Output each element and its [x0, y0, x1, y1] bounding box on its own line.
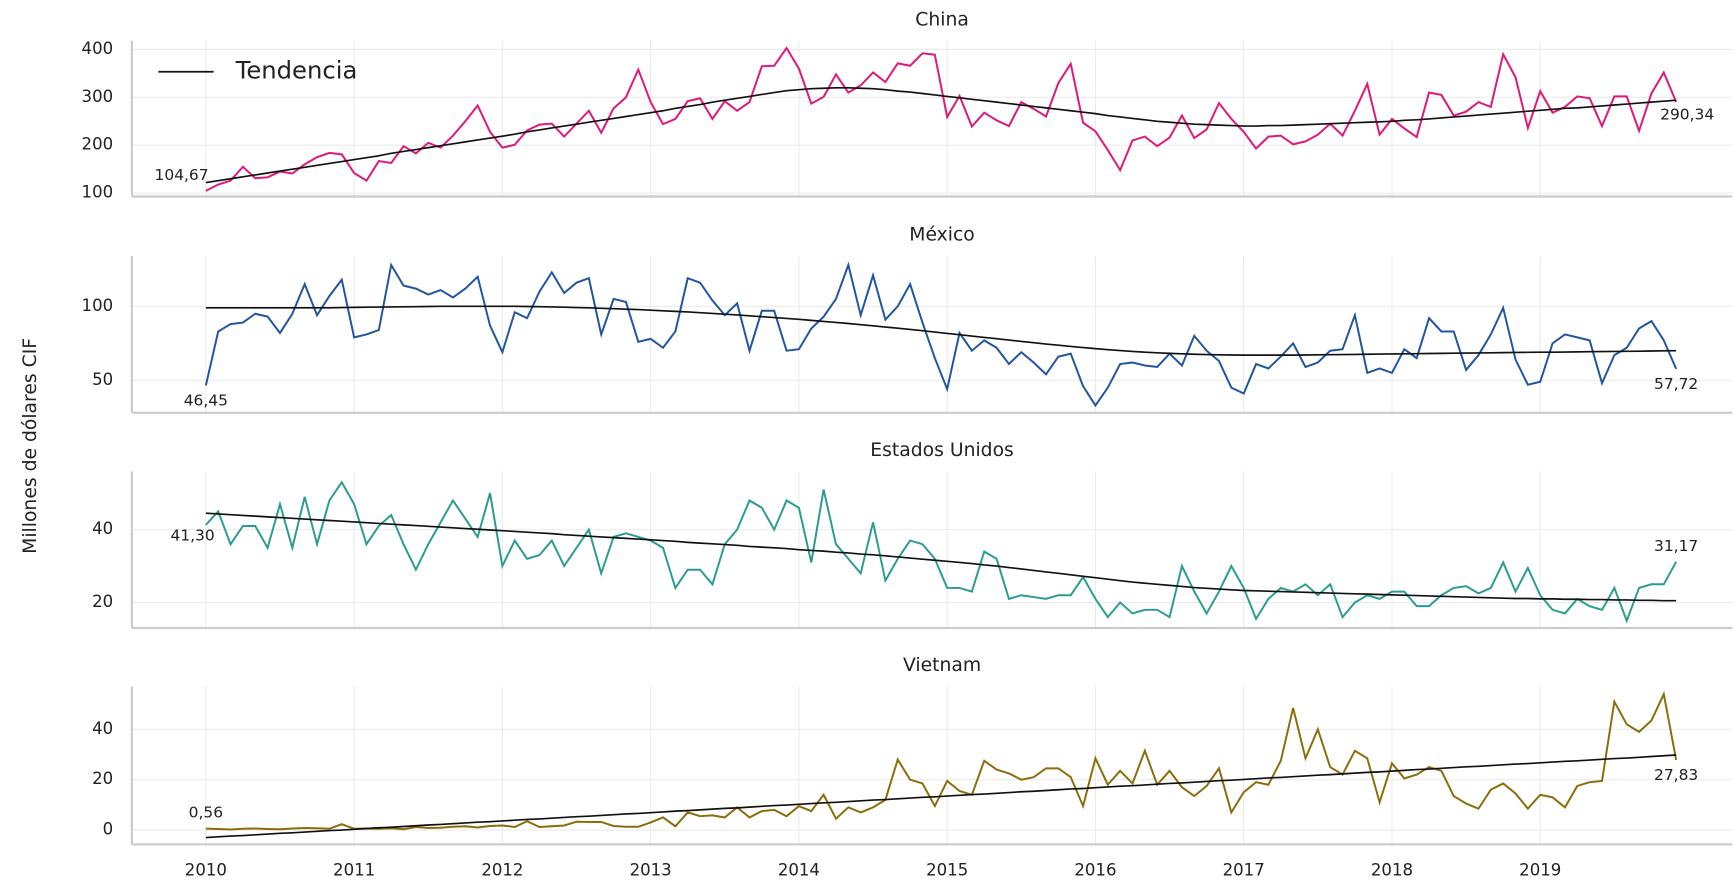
y-tick-label: 40: [92, 519, 113, 538]
x-tick-label: 2012: [481, 860, 523, 879]
y-tick-label: 50: [92, 370, 113, 389]
x-tick-label: 2016: [1074, 860, 1116, 879]
y-tick-label: 0: [103, 820, 114, 839]
panel-title: Estados Unidos: [870, 440, 1014, 461]
x-tick-label: 2019: [1519, 860, 1561, 879]
value-label: 31,17: [1654, 537, 1698, 555]
panel-title: Vietnam: [903, 655, 981, 676]
panel-title: México: [909, 225, 974, 246]
value-label: 290,34: [1660, 106, 1714, 124]
y-axis-label: Millones de dólares CIF: [20, 338, 41, 554]
value-label: 27,83: [1654, 766, 1698, 784]
value-label: 46,45: [184, 391, 228, 409]
series-line: [205, 690, 1678, 831]
y-tick-label: 100: [82, 296, 114, 315]
x-tick-label: 2015: [926, 860, 968, 879]
value-label: 104,67: [155, 166, 209, 184]
x-tick-label: 2014: [778, 860, 820, 879]
value-label: 41,30: [171, 526, 215, 544]
y-tick-label: 400: [82, 39, 114, 58]
x-tick-label: 2010: [185, 860, 227, 879]
series-line: [205, 86, 1677, 184]
y-tick-label: 20: [92, 592, 113, 611]
series-line: [205, 754, 1677, 839]
x-tick-label: 2017: [1223, 860, 1265, 879]
series-line: [205, 512, 1677, 602]
x-tick-label: 2018: [1371, 860, 1413, 879]
panel-title: China: [915, 9, 969, 30]
y-tick-label: 200: [82, 135, 114, 154]
series-line: [205, 305, 1677, 356]
y-tick-label: 100: [82, 183, 114, 202]
x-tick-label: 2013: [630, 860, 672, 879]
series-line: [205, 480, 1678, 624]
x-tick-label: 2011: [333, 860, 375, 879]
y-tick-label: 300: [82, 87, 114, 106]
y-tick-label: 20: [92, 769, 113, 788]
y-tick-label: 40: [92, 719, 113, 738]
legend-label: Tendencia: [235, 56, 358, 85]
series-line: [205, 46, 1678, 192]
series-line: [204, 261, 1678, 408]
value-label: 0,56: [189, 804, 223, 822]
value-label: 57,72: [1654, 375, 1698, 393]
